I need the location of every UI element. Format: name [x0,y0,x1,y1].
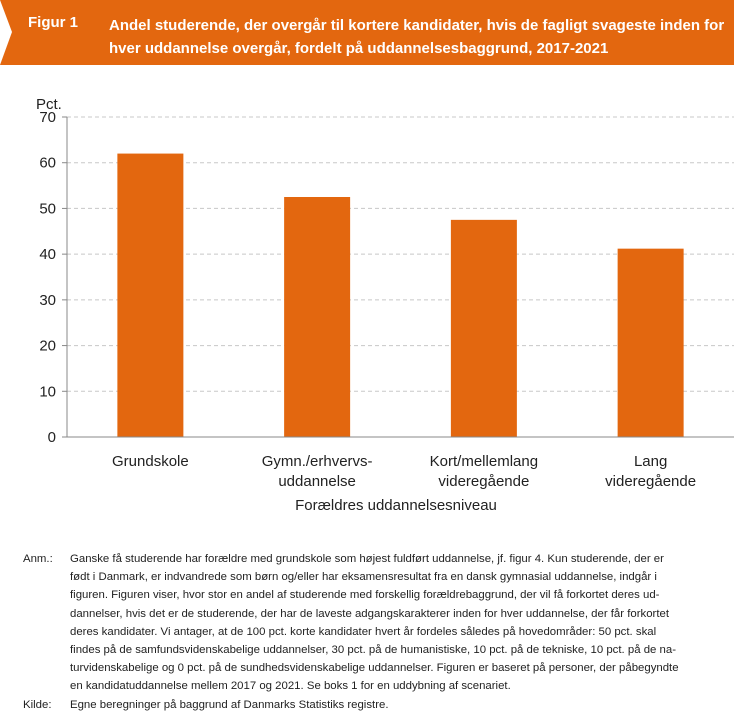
y-tick-label: 70 [39,109,56,126]
x-tick-label-line: Gymn./erhvervs- [262,453,373,470]
anm-line: deres kandidater. Vi antager, at de 100 … [70,625,657,638]
anm-line: Ganske få studerende har forældre med gr… [70,553,664,565]
anm-line: findes på de samfundsvidenskabelige udda… [70,644,677,657]
x-tick-label-line: videregående [438,473,529,490]
bar-chart: 0 10 20 30 40 50 60 70 Grundskole Gymn./erhvervs-… [36,96,734,514]
x-tick-label-line: videregående [605,473,696,490]
y-tick-label: 0 [48,429,56,446]
anm-line: en kandidatuddannelse mellem 2017 og 202… [70,680,511,693]
y-tick-label: 60 [39,155,56,172]
y-tick-label: 50 [39,200,56,217]
y-axis-label: Pct. [36,96,62,113]
source-note: Kilde: Egne beregninger på baggrund af D… [0,696,749,714]
bar [450,219,517,437]
annotation-note: Anm.: Ganske få studerende har forældre … [0,550,749,696]
bar [617,248,684,437]
bar [117,153,184,438]
x-tick-label: Grundskole [112,453,189,470]
x-tick-label-line: Kort/mellemlang [430,453,538,470]
x-tick-label-line: uddannelse [278,473,356,490]
kilde-text: Egne beregninger på baggrund af Danmarks… [70,698,389,711]
anm-line: født i Danmark, er indvandrede som børn … [70,571,657,584]
figure-notes: Anm.: Ganske få studerende har forældre … [0,550,749,714]
x-axis-label: Forældres uddannelsesniveau [295,497,497,514]
y-tick-label: 10 [39,383,56,400]
x-tick-label: Kort/mellemlang videregående [430,453,538,490]
y-tick-label: 30 [39,292,56,309]
anm-line: turvidenskabelige og 0 pct. på de sundhe… [70,662,679,675]
kilde-label: Kilde: [23,698,52,711]
anm-line: figuren. Figuren viser, hvor stor en and… [70,589,660,602]
figure-banner: Figur 1 Andel studerende, der overgår ti… [0,0,734,65]
x-tick-label-line: Grundskole [112,453,189,470]
x-tick-label: Gymn./erhvervs-uddannelse [262,453,373,490]
figure-title: Andel studerende, der overgår til korter… [109,17,725,57]
anm-line: dannelser, hvis det er de studerende, de… [70,607,670,620]
axes: 0 10 20 30 40 50 60 70 Grundskole Gymn./erhvervs-… [39,109,734,490]
anm-text: Ganske få studerende har forældre med gr… [70,550,742,696]
banner-arrow-notch [0,0,12,65]
x-tick-label: Lang videregående [605,453,696,490]
anm-label: Anm.: [23,553,53,565]
x-tick-label-line: Lang [634,453,667,470]
y-tick-label: 40 [39,246,56,263]
bars [117,153,684,438]
bar [284,197,351,437]
y-tick-label: 20 [39,338,56,355]
figure-label: Figur 1 [28,14,79,31]
